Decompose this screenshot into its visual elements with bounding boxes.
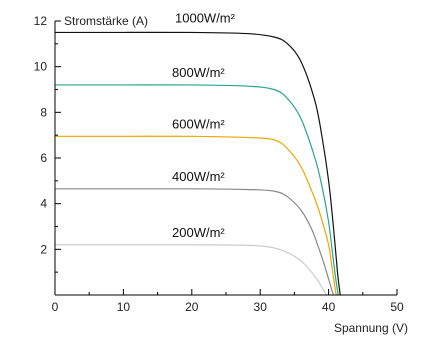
series-line [54, 84, 339, 296]
y-tick-label: 12 [34, 14, 48, 28]
x-tick-label: 20 [185, 300, 199, 314]
series-line [55, 135, 337, 296]
series-label: 800W/m² [172, 65, 225, 80]
x-axis-title: Spannung (V) [334, 321, 408, 335]
x-tick-label: 0 [52, 300, 59, 314]
y-tick-label: 2 [40, 242, 47, 256]
series-line [55, 188, 334, 296]
x-tick-label: 30 [254, 300, 268, 314]
y-tick-label: 4 [40, 197, 47, 211]
y-axis-title: Stromstärke (A) [64, 14, 148, 28]
series-line [54, 244, 328, 296]
x-tick-label: 10 [117, 300, 131, 314]
series-label-layer: 1000W/m² 800W/m² 600W/m² 400W/m² 200W/m² [172, 10, 236, 239]
series-label: 400W/m² [172, 169, 225, 184]
x-tick-label: 50 [390, 300, 404, 314]
y-tick-label: 6 [40, 151, 47, 165]
series-layer [54, 31, 341, 296]
axis-layer [54, 21, 397, 296]
y-tick-label: 8 [40, 105, 47, 119]
series-label: 1000W/m² [175, 10, 236, 25]
series-line [55, 31, 341, 296]
series-label: 600W/m² [172, 116, 225, 131]
y-tick-label: 10 [34, 60, 48, 74]
x-tick-label: 40 [322, 300, 336, 314]
series-label: 200W/m² [172, 225, 225, 240]
tick-layer: 0 10 20 30 40 50 2 4 6 8 10 12 [34, 14, 404, 314]
